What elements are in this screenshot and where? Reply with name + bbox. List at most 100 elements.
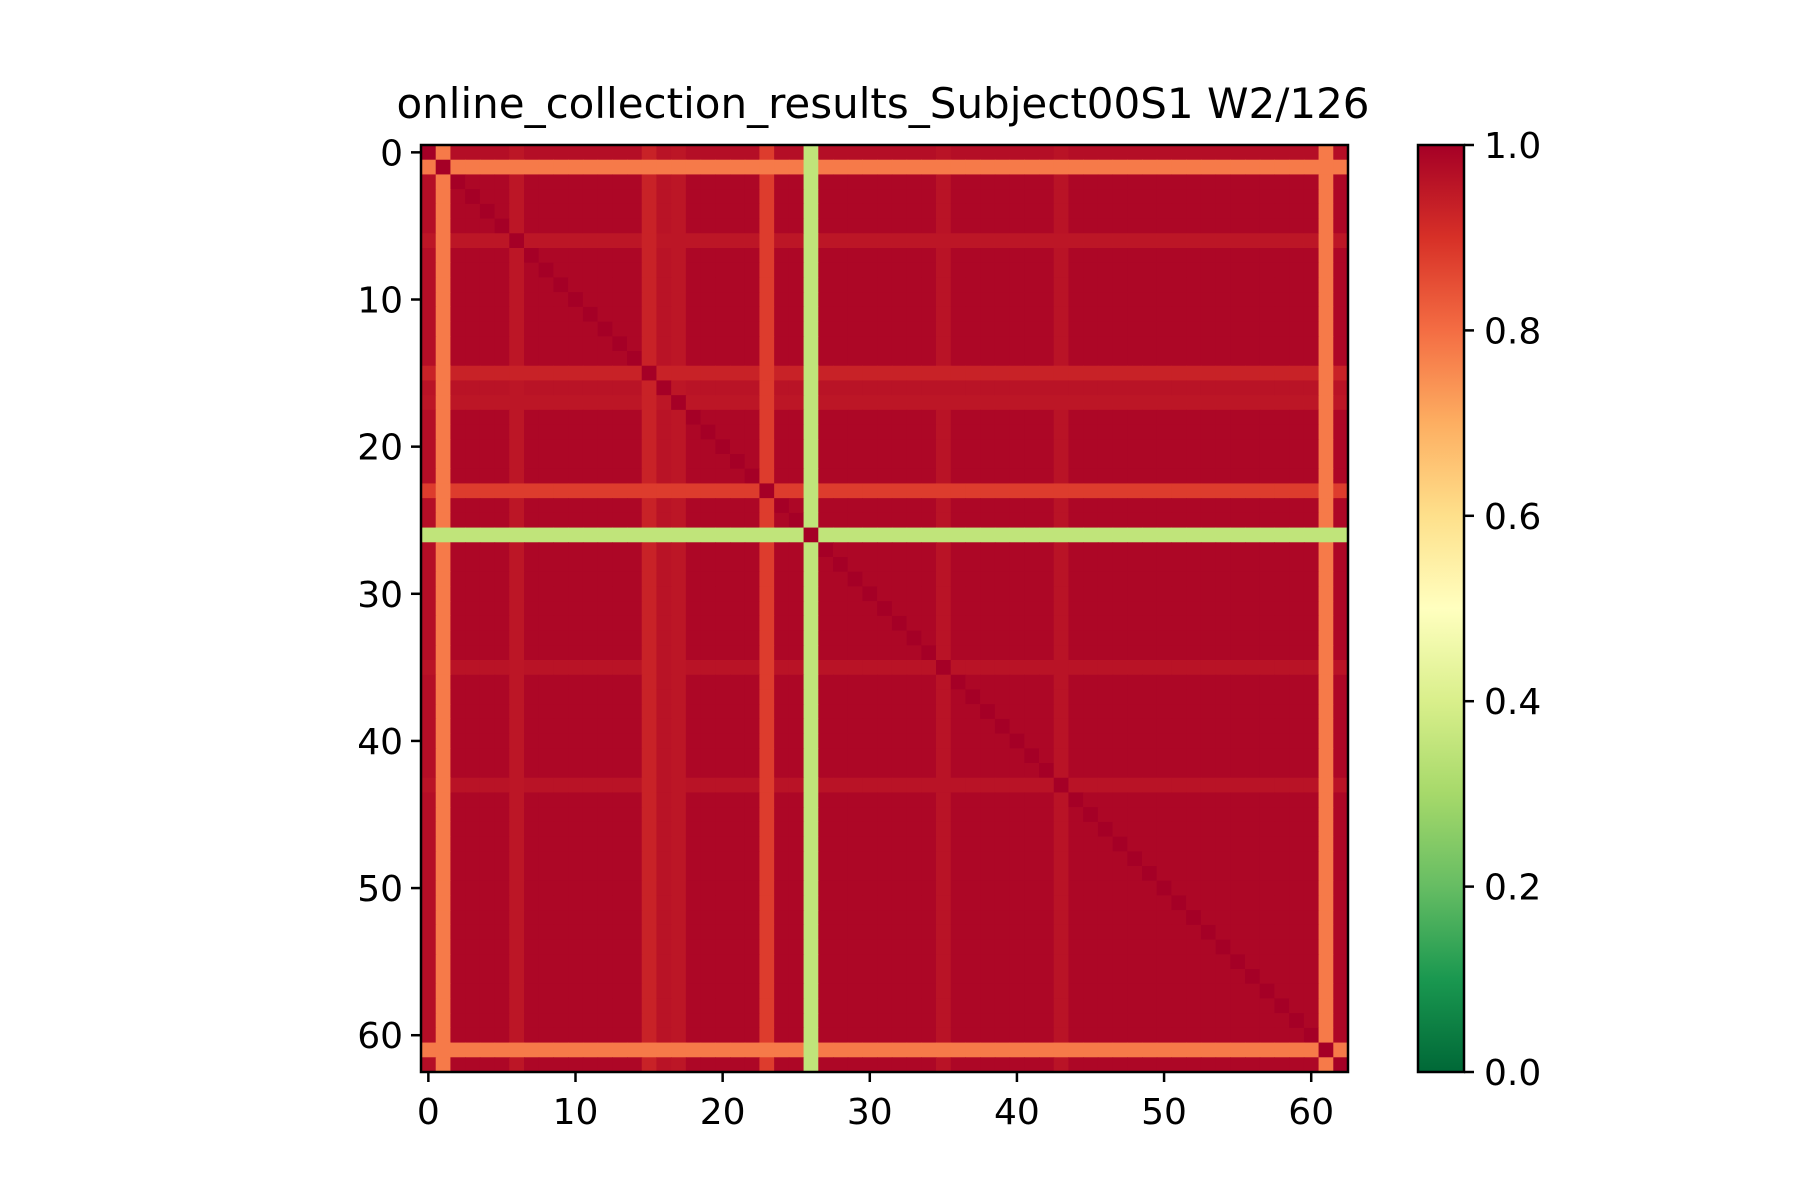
heatmap-cell bbox=[847, 954, 864, 970]
heatmap-cell bbox=[568, 233, 584, 249]
heatmap-cell bbox=[597, 733, 613, 749]
heatmap-cell bbox=[479, 365, 496, 382]
heatmap-cell bbox=[1274, 792, 1290, 808]
heatmap-cell bbox=[1289, 748, 1305, 764]
heatmap-cell bbox=[641, 792, 658, 808]
heatmap-cell bbox=[803, 895, 819, 911]
heatmap-cell bbox=[700, 998, 716, 1014]
heatmap-cell bbox=[1156, 1042, 1173, 1058]
heatmap-cell bbox=[524, 866, 540, 882]
heatmap-cell bbox=[803, 910, 819, 926]
heatmap-cell bbox=[1200, 660, 1217, 676]
heatmap-cell bbox=[936, 777, 952, 794]
heatmap-cell bbox=[1171, 483, 1187, 499]
heatmap-cell bbox=[1083, 969, 1099, 985]
heatmap-cell bbox=[788, 409, 805, 426]
heatmap-cell bbox=[1200, 748, 1217, 764]
heatmap-cell bbox=[582, 851, 599, 867]
heatmap-cell bbox=[656, 336, 672, 352]
heatmap-cell bbox=[950, 998, 967, 1014]
heatmap-cell bbox=[509, 189, 525, 205]
heatmap-cell bbox=[656, 395, 672, 411]
heatmap-cell bbox=[1230, 557, 1246, 573]
heatmap-cell bbox=[774, 939, 790, 955]
heatmap-cell bbox=[1171, 895, 1187, 911]
heatmap-cell bbox=[568, 910, 584, 926]
heatmap-cell bbox=[538, 660, 555, 676]
heatmap-cell bbox=[582, 969, 599, 985]
heatmap-cell bbox=[1333, 836, 1349, 852]
heatmap-cell bbox=[1245, 189, 1261, 205]
heatmap-cell bbox=[612, 851, 628, 867]
heatmap-cell bbox=[788, 145, 805, 161]
heatmap-cell bbox=[1186, 630, 1202, 646]
heatmap-cell bbox=[1009, 483, 1025, 499]
heatmap-cell bbox=[906, 998, 922, 1014]
heatmap-cell bbox=[612, 748, 628, 764]
heatmap-cell bbox=[435, 159, 452, 176]
heatmap-cell bbox=[568, 542, 584, 558]
heatmap-cell bbox=[582, 601, 599, 617]
heatmap-cell bbox=[847, 454, 864, 470]
heatmap-cell bbox=[568, 218, 584, 234]
heatmap-cell bbox=[803, 1042, 819, 1058]
heatmap-cell bbox=[1142, 954, 1158, 970]
heatmap-cell bbox=[730, 439, 746, 455]
heatmap-cell bbox=[715, 424, 731, 440]
heatmap-cell bbox=[1289, 321, 1305, 337]
heatmap-cell bbox=[877, 454, 893, 470]
heatmap-cell bbox=[494, 983, 510, 1000]
heatmap-cell bbox=[950, 1057, 967, 1073]
heatmap-cell bbox=[671, 527, 687, 543]
heatmap-cell bbox=[921, 424, 937, 440]
heatmap-cell bbox=[774, 159, 790, 176]
heatmap-cell bbox=[685, 733, 702, 749]
heatmap-cell bbox=[582, 159, 599, 176]
heatmap-cell bbox=[803, 351, 819, 367]
heatmap-cell bbox=[538, 542, 555, 558]
heatmap-cell bbox=[1215, 615, 1231, 632]
heatmap-cell bbox=[1289, 733, 1305, 749]
heatmap-cell bbox=[744, 807, 761, 823]
heatmap-cell bbox=[465, 321, 481, 337]
heatmap-cell bbox=[774, 895, 790, 911]
heatmap-cell bbox=[538, 159, 555, 176]
heatmap-cell bbox=[891, 483, 908, 499]
heatmap-cell bbox=[685, 248, 702, 264]
heatmap-cell bbox=[833, 424, 849, 440]
heatmap-cell bbox=[803, 689, 819, 705]
heatmap-cell bbox=[509, 424, 525, 440]
heatmap-cell bbox=[435, 836, 452, 852]
heatmap-cell bbox=[435, 409, 452, 426]
heatmap-cell bbox=[965, 969, 981, 985]
heatmap-cell bbox=[597, 571, 613, 588]
heatmap-cell bbox=[862, 821, 878, 838]
heatmap-cell bbox=[1009, 910, 1025, 926]
heatmap-cell bbox=[524, 601, 540, 617]
heatmap-cell bbox=[715, 674, 731, 691]
heatmap-cell bbox=[612, 733, 628, 749]
heatmap-cell bbox=[1230, 365, 1246, 382]
heatmap-cell bbox=[627, 218, 643, 234]
heatmap-cell bbox=[715, 1042, 731, 1058]
heatmap-cell bbox=[612, 615, 628, 632]
heatmap-cell bbox=[1009, 512, 1025, 529]
heatmap-cell bbox=[553, 203, 569, 220]
heatmap-cell bbox=[759, 601, 775, 617]
heatmap-cell bbox=[1215, 380, 1231, 396]
heatmap-cell bbox=[1318, 189, 1334, 205]
heatmap-cell bbox=[1303, 777, 1320, 794]
heatmap-cell bbox=[744, 557, 761, 573]
heatmap-cell bbox=[1289, 189, 1305, 205]
heatmap-cell bbox=[1171, 733, 1187, 749]
heatmap-cell bbox=[1083, 601, 1099, 617]
heatmap-cell bbox=[612, 969, 628, 985]
heatmap-cell bbox=[641, 645, 658, 661]
heatmap-cell bbox=[862, 468, 878, 485]
heatmap-cell bbox=[582, 557, 599, 573]
heatmap-cell bbox=[465, 939, 481, 955]
heatmap-cell bbox=[936, 689, 952, 705]
heatmap-cell bbox=[1274, 1013, 1290, 1029]
heatmap-cell bbox=[1274, 630, 1290, 646]
heatmap-cell bbox=[1318, 807, 1334, 823]
